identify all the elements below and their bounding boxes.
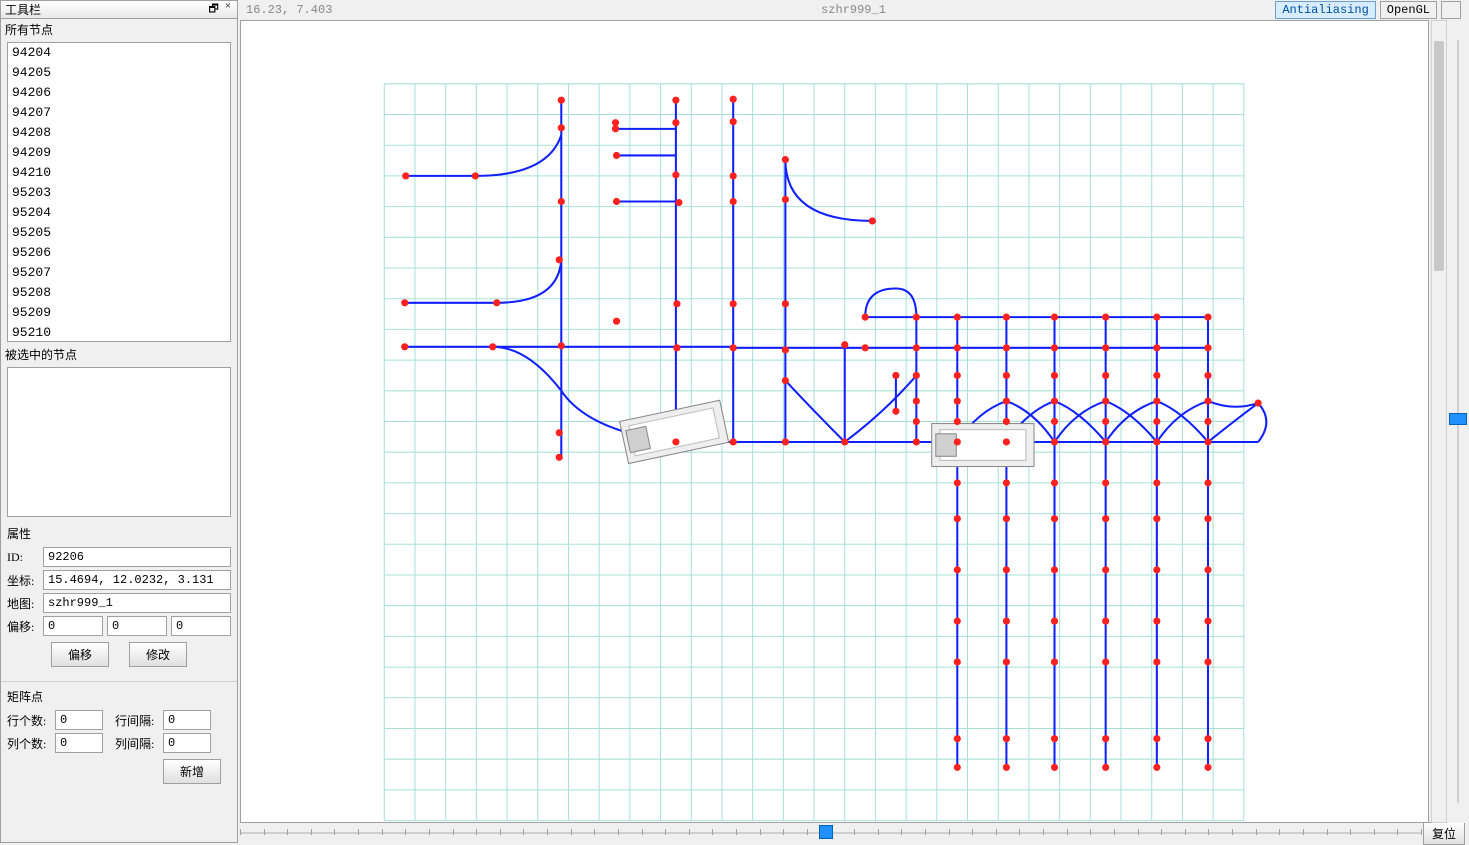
row-gap-input[interactable] [163, 710, 211, 730]
add-button[interactable]: 新增 [163, 759, 221, 784]
list-item[interactable]: 95204 [8, 203, 230, 223]
id-input[interactable] [43, 547, 231, 567]
opengl-button[interactable]: OpenGL [1380, 1, 1437, 19]
vertical-scrollbar[interactable] [1431, 20, 1447, 823]
offset-x-input[interactable] [43, 616, 103, 636]
map-input[interactable] [43, 593, 231, 613]
toolbar-title: 工具栏 [5, 1, 206, 18]
props-label: 属性 [7, 523, 231, 544]
dock-icon[interactable]: 🗗 [206, 0, 220, 19]
list-item[interactable]: 94209 [8, 143, 230, 163]
options-button[interactable] [1441, 1, 1461, 19]
list-item[interactable]: 95206 [8, 243, 230, 263]
antialias-button[interactable]: Antialiasing [1275, 1, 1375, 19]
row-gap-label: 行间隔: [115, 712, 159, 729]
modify-button[interactable]: 修改 [129, 642, 187, 667]
list-item[interactable]: 95210 [8, 323, 230, 342]
close-icon[interactable]: × [223, 0, 233, 19]
all-nodes-label: 所有节点 [1, 19, 237, 40]
list-item[interactable]: 95205 [8, 223, 230, 243]
cursor-coords: 16.23, 7.403 [246, 3, 332, 17]
matrix-section: 矩阵点 行个数: 行间隔: 列个数: 列间隔: 新增 [1, 681, 237, 794]
main-area: 16.23, 7.403 szhr999_1 Antialiasing Open… [238, 0, 1469, 843]
selected-nodes-box[interactable] [7, 367, 231, 517]
list-item[interactable]: 94210 [8, 163, 230, 183]
offset-y-input[interactable] [107, 616, 167, 636]
id-label: ID: [7, 550, 39, 565]
horizontal-slider[interactable] [240, 825, 1421, 841]
coord-label: 坐标: [7, 572, 39, 589]
vertical-slider[interactable] [1447, 20, 1469, 823]
col-gap-input[interactable] [163, 733, 211, 753]
list-item[interactable]: 94206 [8, 83, 230, 103]
canvas-header: 16.23, 7.403 szhr999_1 Antialiasing Open… [238, 0, 1469, 20]
col-count-input[interactable] [55, 733, 103, 753]
toolbar-header: 工具栏 🗗 × [1, 1, 237, 19]
toolbar-panel: 工具栏 🗗 × 所有节点 942049420594206942079420894… [0, 0, 238, 843]
list-item[interactable]: 94204 [8, 43, 230, 63]
row-count-input[interactable] [55, 710, 103, 730]
list-item[interactable]: 95203 [8, 183, 230, 203]
reset-button[interactable]: 复位 [1423, 822, 1465, 845]
row-count-label: 行个数: [7, 712, 51, 729]
map-canvas[interactable] [240, 20, 1429, 823]
offset-z-input[interactable] [171, 616, 231, 636]
list-item[interactable]: 94208 [8, 123, 230, 143]
vertical-scroll-thumb[interactable] [1434, 41, 1444, 271]
props-section: 属性 ID: 坐标: 地图: 偏移: 偏移 修改 [1, 519, 237, 677]
list-item[interactable]: 94205 [8, 63, 230, 83]
list-item[interactable]: 95207 [8, 263, 230, 283]
offset-button[interactable]: 偏移 [51, 642, 109, 667]
node-list[interactable]: 9420494205942069420794208942099421095203… [7, 42, 231, 342]
matrix-label: 矩阵点 [7, 686, 231, 707]
col-gap-label: 列间隔: [115, 735, 159, 752]
offset-label: 偏移: [7, 618, 39, 635]
list-item[interactable]: 95209 [8, 303, 230, 323]
selected-nodes-label: 被选中的节点 [1, 344, 237, 365]
horizontal-slider-thumb[interactable] [819, 825, 833, 839]
map-label: 地图: [7, 595, 39, 612]
vertical-slider-thumb[interactable] [1449, 413, 1467, 425]
list-item[interactable]: 94207 [8, 103, 230, 123]
list-item[interactable]: 95208 [8, 283, 230, 303]
col-count-label: 列个数: [7, 735, 51, 752]
coord-input[interactable] [43, 570, 231, 590]
canvas-title: szhr999_1 [821, 3, 886, 17]
